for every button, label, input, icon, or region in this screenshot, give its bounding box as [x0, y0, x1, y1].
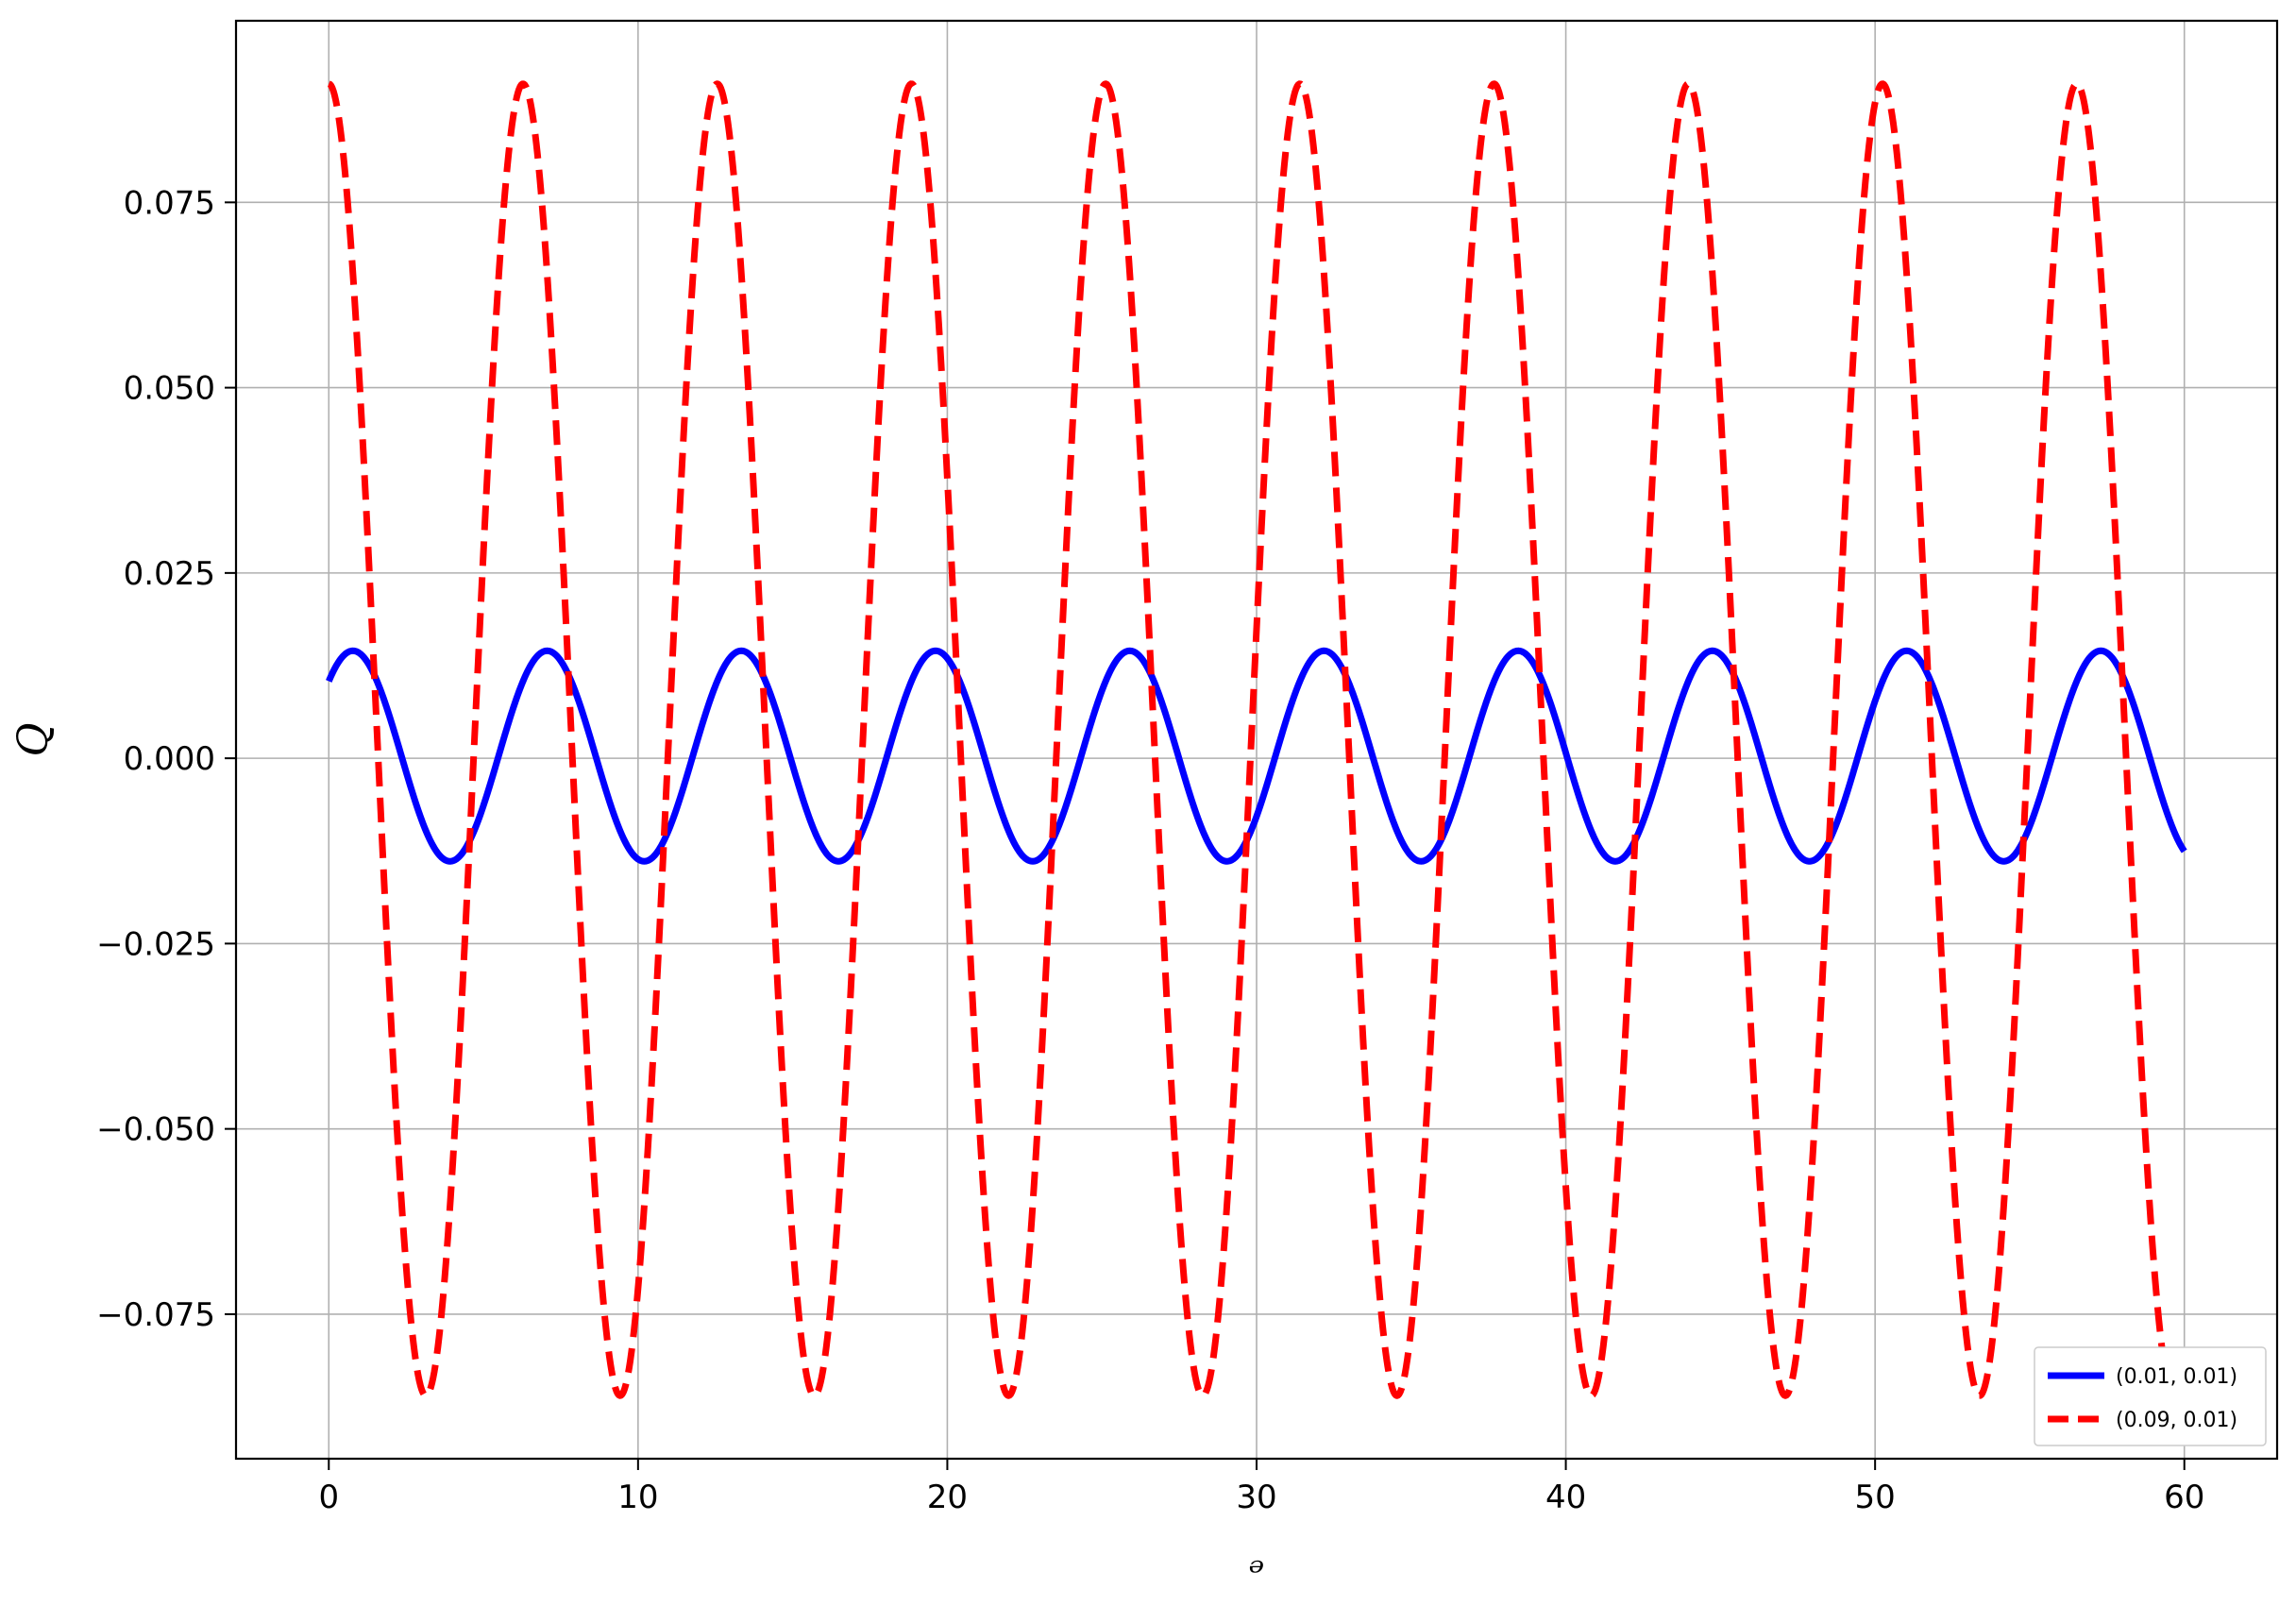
x-tick-label: 50	[1855, 1479, 1896, 1516]
series-layer	[326, 80, 2188, 1399]
y-tick-label: −0.025	[96, 925, 215, 963]
y-axis-label: Q	[9, 722, 58, 756]
x-tick-label: 40	[1545, 1479, 1586, 1516]
x-tick-label: 20	[927, 1479, 968, 1516]
y-tick-label: 0.075	[124, 184, 215, 222]
legend: (0.01, 0.01) (0.09, 0.01)	[2034, 1346, 2267, 1446]
y-tick-label: 0.050	[124, 370, 215, 408]
tick-labels: 0 10 20 30 40 50 60 −0.075 −0.050 −0.025 0.000 0.02…	[96, 184, 2204, 1516]
series-line-2	[327, 80, 2188, 1399]
legend-label-series-2: (0.09, 0.01)	[2116, 1409, 2237, 1432]
y-tick-label: 0.000	[124, 740, 215, 778]
ticks	[225, 201, 2186, 1470]
x-axis-label: ᵊ	[1248, 1548, 1264, 1597]
y-tick-label: 0.025	[124, 555, 215, 593]
x-tick-label: 30	[1236, 1479, 1276, 1516]
y-tick-label: −0.050	[96, 1111, 215, 1149]
series-line-1	[326, 647, 2187, 865]
legend-label-series-1: (0.01, 0.01)	[2116, 1365, 2237, 1389]
grid	[236, 21, 2277, 1459]
y-tick-label: −0.075	[96, 1296, 215, 1334]
x-tick-label: 10	[617, 1479, 658, 1516]
x-tick-label: 60	[2164, 1479, 2204, 1516]
x-tick-label: 0	[318, 1479, 339, 1516]
